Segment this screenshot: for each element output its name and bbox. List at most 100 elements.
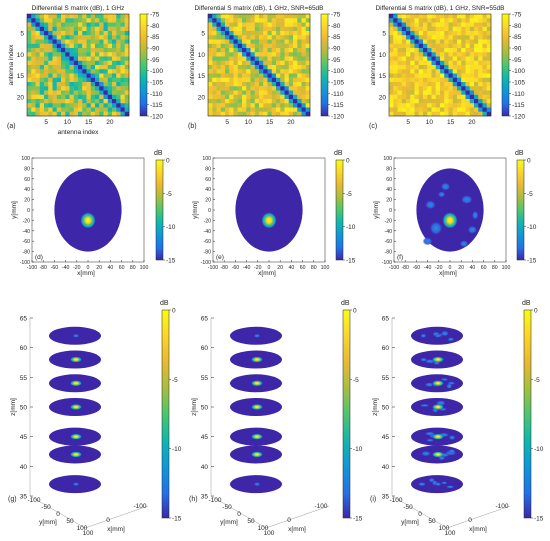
matrix-cell	[69, 35, 74, 40]
matrix-cell	[288, 86, 294, 91]
y-tick-label: 40	[205, 187, 211, 193]
matrix-cell	[410, 52, 415, 57]
colorbar-gradient	[516, 159, 525, 261]
matrix-cell	[288, 52, 294, 57]
matrix-cell	[469, 60, 475, 66]
matrix-cell	[229, 35, 234, 40]
matrix-cell	[69, 82, 74, 87]
matrix-cell	[259, 56, 264, 61]
matrix-cell	[414, 77, 419, 83]
matrix-cell	[393, 43, 398, 49]
matrix-cell	[65, 69, 70, 74]
matrix-cell	[401, 86, 407, 91]
matrix-cell	[82, 52, 87, 57]
matrix-cell	[237, 48, 243, 53]
matrix-cell	[486, 107, 492, 112]
matrix-cell	[78, 107, 83, 112]
matrix-cell	[448, 14, 453, 19]
smatrix-panel-b: Differential S matrix (dB), 1 GHz, SNR=6…	[188, 5, 324, 130]
matrix-cell	[212, 31, 217, 36]
slice-layer	[49, 445, 101, 464]
matrix-cell	[48, 73, 53, 78]
colorbar-tick-label: -110	[512, 91, 525, 98]
y-tick-label: -40	[385, 229, 393, 235]
matrix-cell	[86, 77, 91, 83]
matrix-cell	[31, 26, 36, 32]
matrix-cell	[406, 73, 411, 78]
matrix-cell	[431, 22, 436, 27]
matrix-cell	[233, 65, 238, 70]
matrix-cell	[276, 65, 281, 70]
matrix-cell	[61, 69, 66, 74]
matrix-cell	[482, 94, 487, 100]
matrix-cell	[208, 107, 213, 112]
matrix-cell	[78, 48, 83, 53]
matrix-cell	[212, 56, 217, 61]
matrix-cell	[229, 86, 234, 91]
matrix-cell	[401, 99, 407, 104]
y-tick-label: 15	[17, 73, 25, 80]
matrix-cell	[35, 77, 40, 83]
y-tick-label: 0	[389, 208, 392, 214]
matrix-cell	[276, 31, 281, 36]
matrix-cell	[31, 43, 36, 49]
colorbar-tick-label: -10	[172, 446, 182, 453]
matrix-cell	[216, 35, 221, 40]
matrix-cell	[52, 43, 57, 49]
matrix-cell	[225, 48, 230, 53]
matrix-cell	[397, 82, 402, 87]
y-tick-label: 0	[27, 208, 30, 214]
matrix-cell	[452, 94, 458, 100]
matrix-cell	[440, 35, 445, 40]
matrix-cell	[52, 94, 57, 100]
head-region	[235, 168, 303, 252]
colorbar-unit-label: dB	[334, 150, 343, 157]
matrix-cell	[216, 65, 221, 70]
matrix-cell	[69, 69, 74, 74]
matrix-cell	[229, 65, 234, 70]
matrix-cell	[486, 77, 492, 83]
matrix-cell	[216, 31, 221, 36]
matrix-cell	[271, 18, 277, 23]
matrix-cell	[474, 26, 479, 32]
matrix-cell	[90, 99, 96, 104]
matrix-cell	[216, 86, 221, 91]
matrix-cell	[410, 31, 415, 36]
x-tick-label: -100	[389, 265, 399, 271]
matrix-cell	[474, 73, 479, 78]
matrix-cell	[293, 73, 298, 78]
slice-layer	[230, 350, 282, 369]
x-tick-label: 100	[83, 530, 94, 537]
matrix-cell	[457, 14, 462, 19]
matrix-cell	[401, 43, 407, 49]
matrix-cell	[31, 77, 36, 83]
matrix-cell	[393, 18, 398, 23]
matrix-cell	[107, 52, 113, 57]
matrix-cell	[78, 43, 83, 49]
matrix-cell	[107, 94, 113, 100]
matrix-cell	[469, 86, 475, 91]
matrix-cell	[435, 22, 441, 27]
matrix-cell	[95, 18, 100, 23]
matrix-cell	[486, 69, 492, 74]
artifact-blob	[424, 431, 436, 436]
matrix-cell	[69, 52, 74, 57]
matrix-cell	[116, 82, 121, 87]
matrix-cell	[246, 65, 251, 70]
y-axis-label: y[mm]	[11, 201, 18, 219]
matrix-cell	[56, 107, 62, 112]
matrix-cell	[73, 60, 79, 66]
matrix-cell	[414, 26, 419, 32]
matrix-cell	[69, 103, 74, 108]
matrix-cell	[61, 77, 66, 83]
matrix-cell	[103, 69, 108, 74]
colorbar-tick-label: -120	[331, 114, 344, 121]
matrix-cell	[301, 43, 306, 49]
matrix-cell	[474, 90, 479, 95]
panel-label: (c)	[369, 123, 377, 130]
matrix-cell	[276, 43, 281, 49]
y-tick-label: 15	[379, 73, 387, 80]
y-tick-label: 5	[382, 31, 386, 38]
matrix-cell	[301, 35, 306, 40]
matrix-cell	[124, 107, 130, 112]
